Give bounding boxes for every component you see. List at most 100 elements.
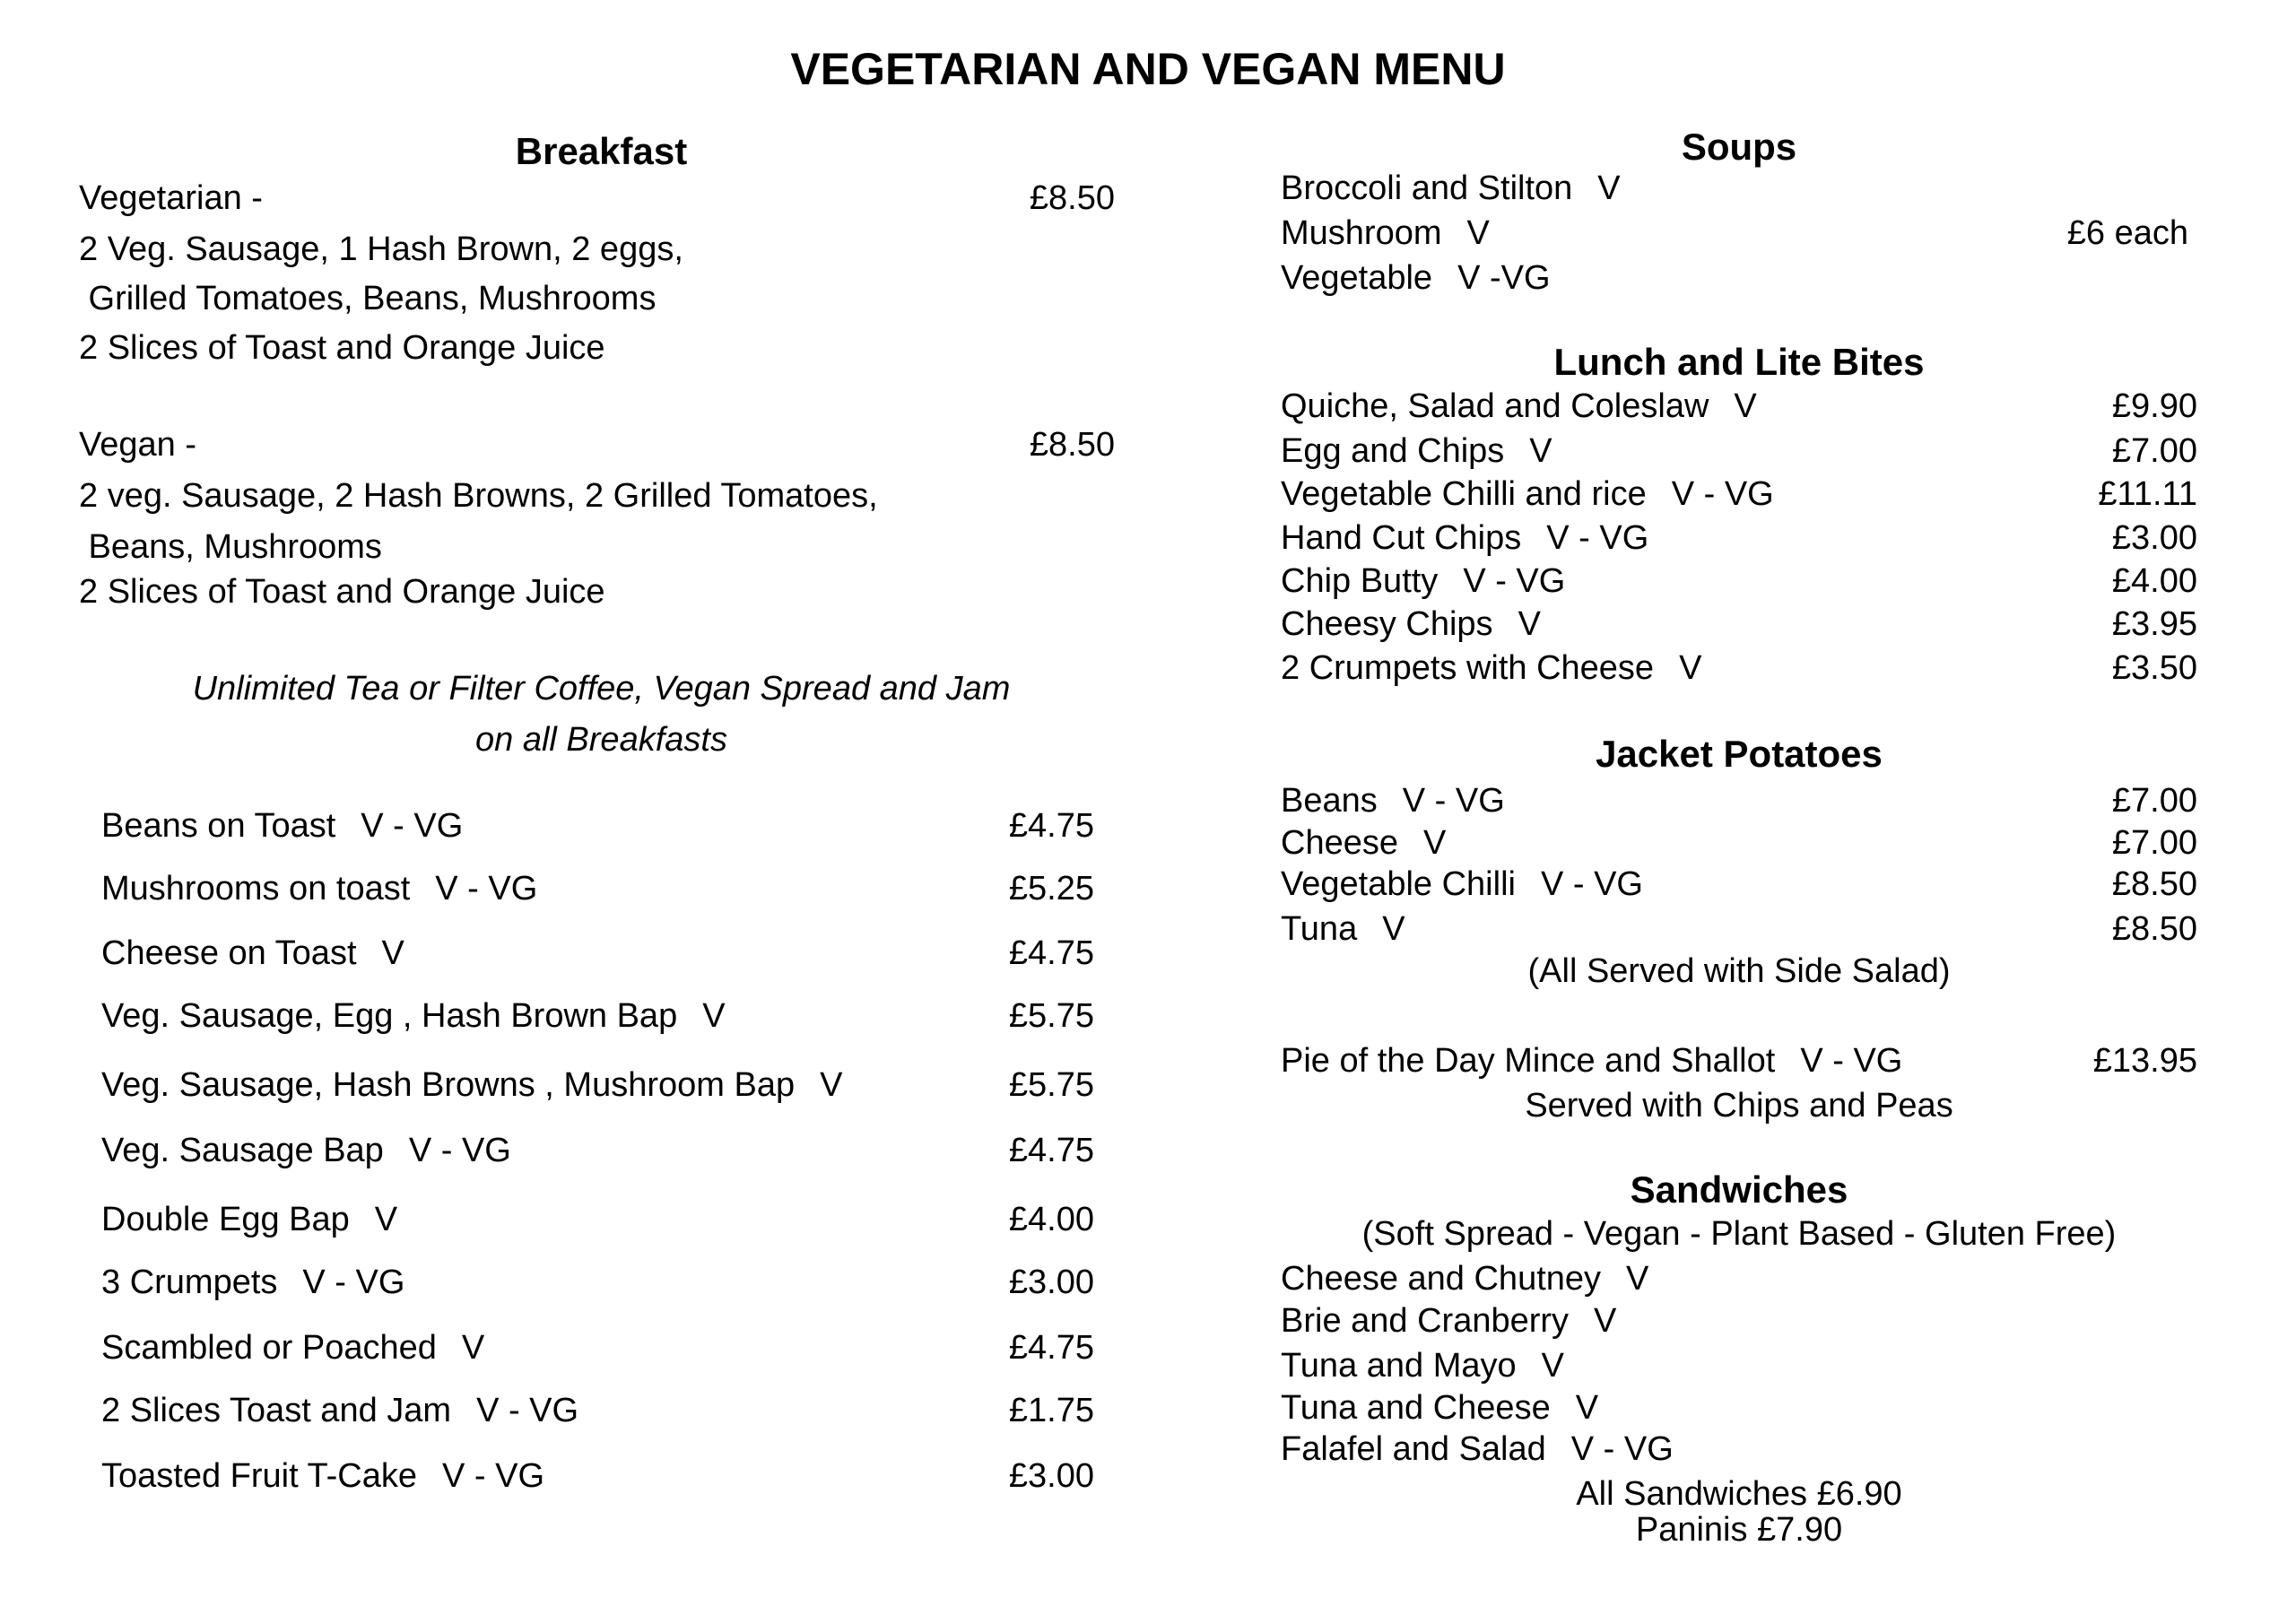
menu-item-pie-of-the-day: Pie of the Day Mince and Shallot V - VG …: [1281, 1043, 2197, 1079]
menu-item: Veg. Sausage, Egg , Hash Brown Bap V £5.…: [79, 998, 1124, 1034]
item-name: Vegan -: [79, 426, 196, 464]
item-diet-code: V: [1422, 824, 1447, 862]
item-diet-code: V: [1594, 1302, 1617, 1340]
item-diet-code: V: [1541, 1347, 1565, 1385]
item-name: Pie of the Day Mince and Shallot: [1281, 1042, 1776, 1080]
soups-price-note: £6 each: [2066, 214, 2188, 252]
menu-item: Beans on Toast V - VG £4.75: [79, 808, 1124, 844]
item-name: Tuna: [1281, 910, 1358, 948]
jacket-potatoes-note: (All Served with Side Salad): [1527, 952, 1951, 990]
item-name: Chip Butty: [1281, 562, 1439, 600]
item-price: £4.75: [1008, 807, 1094, 845]
menu-item-vegetarian-breakfast: Vegetarian - £8.50: [79, 180, 1124, 216]
item-diet-code: V: [820, 1066, 843, 1104]
menu-item: Vegetable V -VG: [1281, 260, 2197, 296]
item-description-line: 2 Slices of Toast and Orange Juice: [79, 329, 605, 367]
item-name: Cheese and Chutney: [1281, 1260, 1602, 1298]
item-name: Mushroom: [1281, 214, 1442, 252]
item-price: £1.75: [1008, 1392, 1094, 1429]
item-name: Vegetable: [1281, 259, 1433, 297]
item-price: £7.00: [2111, 782, 2197, 820]
menu-item: Tuna and Mayo V: [1281, 1348, 2197, 1384]
item-name: Mushrooms on toast: [101, 870, 411, 908]
item-price: £8.50: [2111, 910, 2197, 948]
item-diet-code: V - VG: [1570, 1430, 1674, 1468]
menu-item: Beans V - VG £7.00: [1281, 783, 2197, 819]
item-diet-code: V: [1734, 387, 1757, 425]
item-description-line: Beans, Mushrooms: [79, 528, 382, 566]
item-name: Vegetable Chilli and rice: [1281, 475, 1647, 513]
item-diet-code: V: [1575, 1389, 1599, 1427]
item-name: Cheese: [1281, 824, 1398, 862]
item-name: Scambled or Poached: [101, 1329, 437, 1367]
item-diet-code: V - VG: [1671, 475, 1774, 513]
item-price: £4.00: [2111, 562, 2197, 600]
breakfast-note-line1: Unlimited Tea or Filter Coffee, Vegan Sp…: [192, 670, 1011, 708]
item-name: Hand Cut Chips: [1281, 519, 1522, 557]
item-description-line: 2 veg. Sausage, 2 Hash Browns, 2 Grilled…: [79, 477, 878, 515]
item-description-line: Grilled Tomatoes, Beans, Mushrooms: [79, 280, 657, 317]
item-name: Cheese on Toast: [101, 934, 357, 972]
menu-item: Mushrooms on toast V - VG £5.25: [79, 871, 1124, 907]
item-diet-code: V: [702, 997, 726, 1035]
menu-item-vegan-breakfast: Vegan - £8.50: [79, 427, 1124, 463]
sandwiches-price-footer: All Sandwiches £6.90: [1576, 1475, 1902, 1513]
item-name: Beans: [1281, 782, 1378, 820]
left-column: Breakfast Vegetarian - £8.50 2 Veg. Saus…: [79, 0, 1124, 1624]
menu-item: Cheese and Chutney V: [1281, 1261, 2197, 1297]
item-name: Double Egg Bap: [101, 1201, 350, 1238]
item-diet-code: V: [1597, 169, 1621, 207]
item-price: £11.11: [2098, 475, 2197, 513]
menu-item: Tuna and Cheese V: [1281, 1390, 2197, 1426]
item-name: Veg. Sausage, Hash Browns , Mushroom Bap: [101, 1066, 796, 1104]
lunch-heading: Lunch and Lite Bites: [1553, 341, 1925, 383]
menu-item: Chip Butty V - VG £4.00: [1281, 563, 2197, 599]
item-diet-code: V - VG: [476, 1392, 579, 1429]
item-price: £8.50: [1029, 426, 1115, 464]
item-price: £4.75: [1008, 934, 1094, 972]
item-name: Egg and Chips: [1281, 432, 1505, 470]
item-diet-code: V - VG: [361, 807, 464, 845]
item-price: £3.00: [1008, 1264, 1094, 1301]
item-name: Toasted Fruit T-Cake: [101, 1457, 418, 1495]
item-price: £13.95: [2092, 1042, 2197, 1080]
item-price: £3.00: [1008, 1457, 1094, 1495]
menu-item: Toasted Fruit T-Cake V - VG £3.00: [79, 1458, 1124, 1494]
item-diet-code: V - VG: [1546, 519, 1649, 557]
item-diet-code: V - VG: [302, 1264, 405, 1301]
item-price: £7.00: [2111, 824, 2197, 862]
item-price: £9.90: [2111, 387, 2197, 425]
paninis-price-footer: Paninis £7.90: [1635, 1511, 1843, 1549]
menu-item: Broccoli and Stilton V: [1281, 170, 2197, 206]
item-diet-code: V - VG: [442, 1457, 545, 1495]
menu-item: Scambled or Poached V £4.75: [79, 1330, 1124, 1366]
breakfast-note-line2: on all Breakfasts: [475, 721, 727, 759]
menu-item: Double Egg Bap V £4.00: [79, 1202, 1124, 1238]
menu-item: 2 Crumpets with Cheese V £3.50: [1281, 650, 2197, 686]
menu-item: 2 Slices Toast and Jam V - VG £1.75: [79, 1393, 1124, 1429]
item-price: £3.00: [2111, 519, 2197, 557]
item-name: 2 Crumpets with Cheese: [1281, 649, 1655, 687]
menu-item: Hand Cut Chips V - VG £3.00: [1281, 520, 2197, 556]
sandwiches-subtitle: (Soft Spread - Vegan - Plant Based - Glu…: [1361, 1215, 2117, 1253]
item-price: £3.95: [2111, 605, 2197, 643]
item-price: £4.75: [1008, 1132, 1094, 1169]
item-diet-code: V: [1529, 432, 1552, 470]
item-diet-code: V - VG: [408, 1132, 511, 1169]
item-diet-code: V: [1626, 1260, 1649, 1298]
item-diet-code: V - VG: [1800, 1042, 1903, 1080]
pie-note: Served with Chips and Peas: [1525, 1087, 1953, 1125]
soups-heading: Soups: [1681, 126, 1797, 168]
menu-item: Quiche, Salad and Coleslaw V £9.90: [1281, 388, 2197, 424]
item-name: Tuna and Mayo: [1281, 1347, 1517, 1385]
item-diet-code: V: [461, 1329, 485, 1367]
item-name: Beans on Toast: [101, 807, 336, 845]
item-price: £8.50: [1029, 179, 1115, 217]
item-price: £7.00: [2111, 432, 2197, 470]
menu-item: Vegetable Chilli V - VG £8.50: [1281, 866, 2197, 902]
menu-item: Vegetable Chilli and rice V - VG £11.11: [1281, 476, 2197, 512]
item-diet-code: V: [381, 934, 404, 972]
menu-item: Mushroom V £6 each: [1281, 215, 2197, 251]
menu-item: 3 Crumpets V - VG £3.00: [79, 1264, 1124, 1300]
